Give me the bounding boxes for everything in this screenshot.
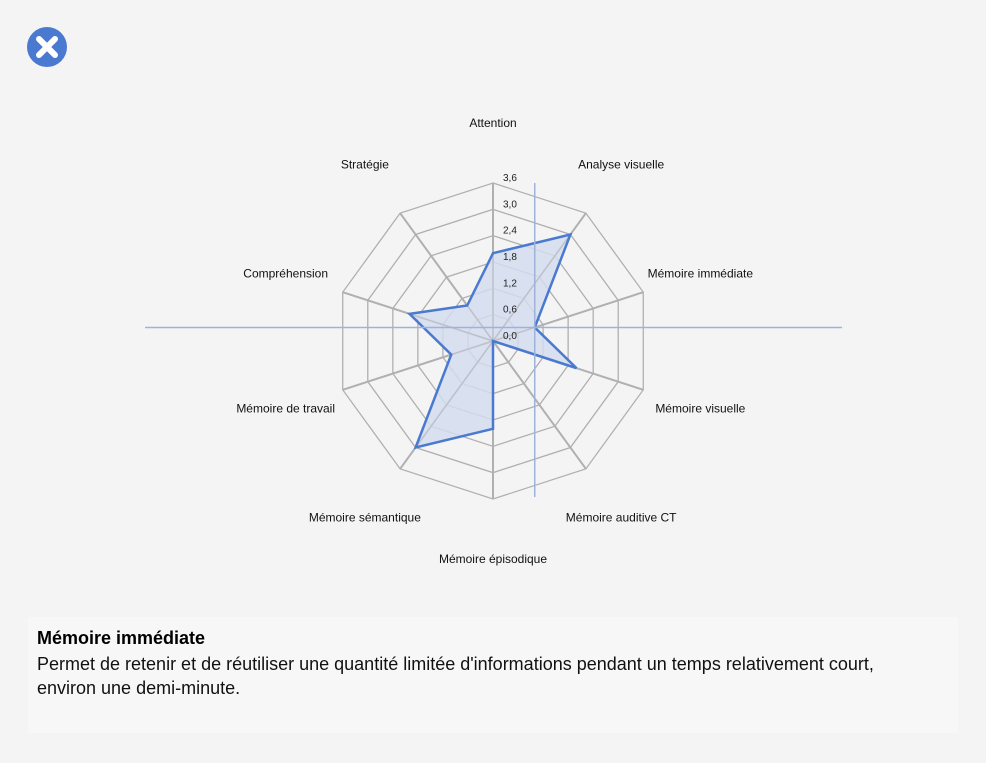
tick-label: 0,0: [503, 331, 517, 342]
tick-label: 1,8: [503, 252, 517, 263]
data-point-6[interactable]: [413, 445, 419, 451]
category-label[interactable]: Mémoire immédiate: [648, 267, 754, 281]
category-label[interactable]: Stratégie: [341, 158, 389, 172]
close-button[interactable]: [27, 27, 67, 67]
data-point-3[interactable]: [573, 365, 579, 371]
data-point-0[interactable]: [490, 250, 496, 256]
tick-label: 3,0: [503, 199, 517, 210]
info-panel-title: Mémoire immédiate: [37, 628, 206, 648]
data-point-9[interactable]: [464, 302, 470, 308]
info-panel: Mémoire immédiate Permet de retenir et d…: [28, 617, 958, 733]
data-point-1[interactable]: [567, 231, 573, 237]
data-point-8[interactable]: [407, 311, 413, 317]
category-label[interactable]: Mémoire de travail: [236, 401, 335, 415]
grid-spoke-overlay: [342, 340, 494, 391]
grid-spoke-overlay: [492, 291, 644, 342]
grid-spoke-overlay: [342, 291, 494, 342]
grid-spoke-overlay: [399, 212, 494, 342]
tick-label: 3,6: [503, 173, 517, 184]
category-label[interactable]: Compréhension: [243, 267, 328, 281]
category-label[interactable]: Mémoire sémantique: [309, 510, 421, 524]
tick-label: 2,4: [503, 226, 517, 237]
data-point-5[interactable]: [490, 426, 496, 432]
series-line: [406, 232, 578, 450]
tick-label: 1,2: [503, 278, 517, 289]
category-label[interactable]: Mémoire épisodique: [439, 552, 547, 566]
category-label[interactable]: Mémoire auditive CT: [566, 510, 677, 524]
category-label[interactable]: Analyse visuelle: [578, 158, 664, 172]
tick-label: 0,6: [503, 305, 517, 316]
info-panel-text: Permet de retenir et de réutiliser une q…: [37, 654, 874, 698]
close-icon: [36, 36, 58, 58]
data-point-7[interactable]: [448, 352, 454, 358]
data-point-4[interactable]: [490, 338, 496, 344]
category-label[interactable]: Attention: [469, 116, 516, 130]
grid-spoke-overlay: [492, 340, 587, 470]
category-label[interactable]: Mémoire visuelle: [655, 401, 745, 415]
